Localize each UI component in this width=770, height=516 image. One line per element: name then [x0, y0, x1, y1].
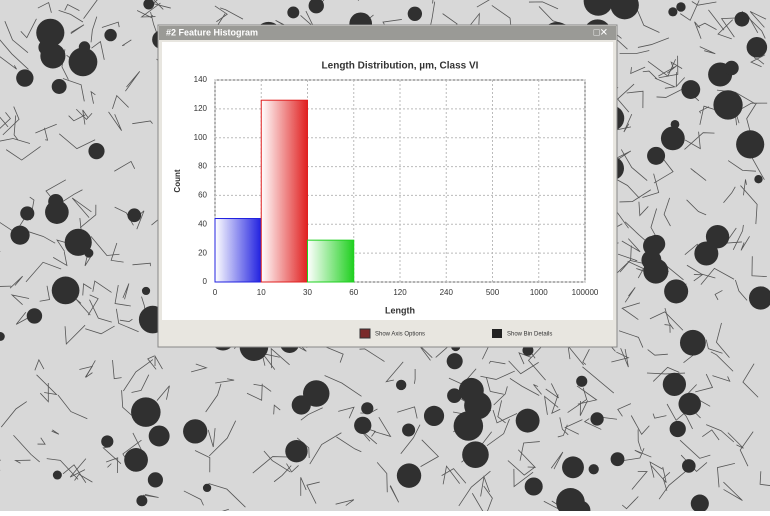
grain — [16, 69, 33, 86]
button-label[interactable]: Show Bin Details — [507, 332, 552, 338]
grain — [408, 7, 422, 21]
grain — [611, 452, 625, 466]
grain — [354, 417, 371, 434]
grain — [754, 175, 762, 183]
grain — [664, 279, 688, 303]
y-tick-label: 20 — [198, 248, 207, 257]
y-tick-label: 80 — [198, 162, 207, 171]
grain — [680, 330, 706, 356]
grain — [694, 242, 718, 266]
grain — [671, 120, 680, 129]
axis-options-button[interactable] — [360, 329, 370, 338]
x-tick-label: 60 — [349, 288, 358, 297]
x-tick-label: 10 — [257, 288, 266, 297]
grain — [292, 395, 311, 414]
bar — [261, 100, 307, 282]
grain — [149, 426, 170, 447]
chart-title: Length Distribution, µm, Class VI — [322, 61, 479, 72]
grain — [668, 7, 677, 16]
bar — [308, 240, 354, 282]
grain — [285, 440, 307, 462]
grain — [52, 277, 80, 305]
grain — [10, 226, 29, 245]
grain — [682, 459, 696, 473]
y-tick-label: 140 — [194, 75, 208, 84]
grain — [516, 409, 540, 433]
y-tick-label: 40 — [198, 219, 207, 228]
grain — [396, 380, 406, 390]
window-title: #2 Feature Histogram — [166, 27, 258, 37]
window-controls[interactable]: □✕ — [594, 28, 608, 39]
grain — [447, 388, 462, 403]
x-tick-label: 120 — [393, 288, 407, 297]
y-tick-label: 0 — [203, 277, 208, 286]
grain — [678, 393, 700, 415]
x-tick-label: 100000 — [572, 288, 599, 297]
grain — [136, 495, 147, 506]
grain — [142, 287, 150, 295]
grain — [20, 206, 34, 220]
x-tick-label: 500 — [486, 288, 500, 297]
grain — [447, 353, 463, 369]
grain — [53, 471, 62, 480]
grain — [562, 456, 584, 478]
grain — [661, 126, 685, 150]
grain — [203, 484, 211, 492]
bin-details-button[interactable] — [492, 329, 502, 338]
grain — [647, 147, 665, 165]
y-tick-label: 120 — [194, 104, 208, 113]
grain — [424, 406, 444, 426]
grain — [643, 259, 668, 284]
grain — [676, 2, 685, 11]
grain — [40, 43, 65, 68]
grain — [183, 419, 207, 443]
grain — [79, 41, 90, 52]
grain — [127, 208, 141, 222]
grain — [747, 37, 768, 58]
grain — [576, 376, 587, 387]
x-tick-label: 30 — [303, 288, 312, 297]
x-tick-label: 0 — [213, 288, 218, 297]
grain — [397, 463, 421, 487]
grain — [402, 423, 415, 436]
grain — [663, 373, 686, 396]
grain — [462, 441, 489, 468]
grain — [681, 80, 700, 99]
x-axis-label: Length — [385, 305, 415, 315]
grain — [287, 6, 299, 18]
grain — [643, 236, 663, 256]
grain — [670, 421, 686, 437]
x-tick-label: 1000 — [530, 288, 548, 297]
grain — [736, 130, 764, 158]
grain — [101, 435, 113, 447]
grain — [104, 29, 116, 41]
grain — [361, 402, 373, 414]
y-axis-label: Count — [173, 169, 182, 192]
grain — [52, 79, 67, 94]
grain — [724, 61, 738, 75]
y-tick-label: 100 — [194, 133, 208, 142]
grain — [88, 143, 104, 159]
grain — [131, 397, 161, 427]
grain — [124, 448, 148, 472]
grain — [735, 12, 750, 27]
grain — [590, 412, 603, 425]
grain — [45, 200, 69, 224]
bar — [215, 219, 261, 282]
grain — [148, 472, 163, 487]
y-tick-label: 60 — [198, 191, 207, 200]
grain — [713, 90, 742, 119]
grain — [464, 392, 491, 419]
button-label[interactable]: Show Axis Options — [375, 332, 425, 338]
x-tick-label: 240 — [440, 288, 454, 297]
grain — [65, 229, 92, 256]
grain — [525, 477, 543, 495]
grain — [589, 464, 599, 474]
grain — [27, 308, 42, 323]
